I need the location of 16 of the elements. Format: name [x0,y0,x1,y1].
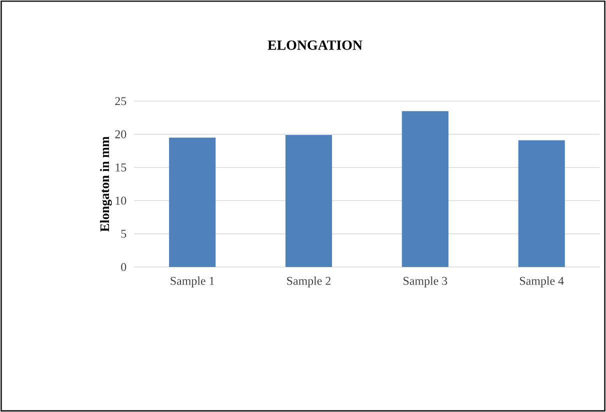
y-axis-title: Elongaton in mm [100,136,112,232]
x-tick-label: Sample 2 [287,276,330,288]
bar [518,140,565,267]
chart-title: ELONGATION [268,40,362,50]
y-tick-label: 15 [116,163,126,172]
y-tick-label: 0 [121,262,126,271]
x-tick-label: Sample 3 [404,276,448,288]
y-tick-label: 25 [115,97,126,106]
y-tick-label: 20 [115,130,126,138]
x-tick-label: Sample 1 [170,276,214,288]
x-tick-label: Sample 4 [520,276,564,288]
bar [169,138,216,267]
bar [285,134,332,267]
y-tick-label: 10 [116,196,126,205]
y-tick-label: 5 [121,230,126,238]
bar [402,111,448,267]
